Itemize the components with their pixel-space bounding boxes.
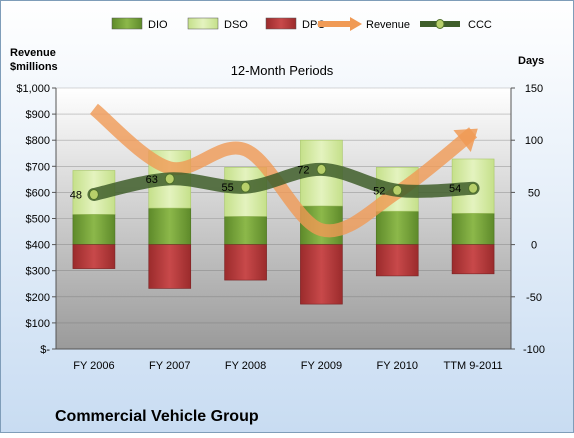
right-tick-label: 150 xyxy=(525,83,543,95)
ccc-label: 55 xyxy=(221,182,233,194)
left-axis-label-line2: $millions xyxy=(10,61,58,73)
left-tick-label: $800 xyxy=(26,135,50,147)
left-tick-label: $700 xyxy=(26,161,50,173)
ccc-marker xyxy=(316,163,327,175)
left-tick-label: $100 xyxy=(26,318,50,330)
bar-dio xyxy=(224,216,267,245)
ccc-label: 48 xyxy=(70,189,82,201)
legend-swatch-dpo xyxy=(265,17,297,30)
ccc-label: 72 xyxy=(297,164,309,176)
legend-swatch-dso xyxy=(187,17,219,30)
revenue-arrowhead xyxy=(453,128,478,153)
ccc-label: 54 xyxy=(449,183,461,195)
x-tick-label: FY 2006 xyxy=(73,360,114,372)
x-tick-label: FY 2010 xyxy=(377,360,418,372)
left-tick-label: $500 xyxy=(26,214,50,226)
left-axis-label-line1: Revenue xyxy=(10,47,56,59)
axes: $- $100 $200 $300 $400 $500 $600 $700 $800 $900 $1… xyxy=(16,83,545,372)
x-tick-label: FY 2009 xyxy=(301,360,342,372)
bar-dpo xyxy=(72,244,116,269)
left-tick-label: $200 xyxy=(26,292,50,304)
x-tick-label: TTM 9-2011 xyxy=(444,360,503,372)
legend-label-dso: DSO xyxy=(224,19,248,31)
bar-dpo xyxy=(300,244,343,305)
left-tick-label: $400 xyxy=(26,240,50,252)
ccc-label: 52 xyxy=(373,185,385,197)
left-tick-label: $600 xyxy=(26,187,50,199)
bar-dpo xyxy=(451,244,495,275)
legend-label-dio: DIO xyxy=(148,19,168,31)
ccc-series: 48 63 55 72 52 54 xyxy=(70,162,480,201)
x-tick-label: FY 2008 xyxy=(225,360,266,372)
legend-marker-ccc xyxy=(435,19,445,29)
company-name: Commercial Vehicle Group xyxy=(55,408,259,425)
bar-dpo xyxy=(375,244,419,277)
bar-dio xyxy=(72,214,116,245)
right-tick-label: 50 xyxy=(528,187,540,199)
right-tick-label: -50 xyxy=(526,292,542,304)
left-tick-label: $1,000 xyxy=(16,83,50,95)
legend-swatch-dio xyxy=(111,17,143,30)
ccc-marker xyxy=(240,181,251,193)
chart-title: 12-Month Periods xyxy=(231,63,334,78)
legend-label-revenue: Revenue xyxy=(366,19,410,31)
bar-dpo xyxy=(224,244,267,281)
bar-dpo xyxy=(148,244,192,289)
left-tick-label: $- xyxy=(40,344,50,356)
ccc-label: 63 xyxy=(146,174,158,186)
ccc-marker xyxy=(392,184,403,196)
x-tick-label: FY 2007 xyxy=(149,360,190,372)
right-tick-label: 0 xyxy=(531,240,537,252)
bar-dio xyxy=(451,212,495,245)
bar-dio xyxy=(148,207,192,245)
legend-arrow-revenue xyxy=(350,17,362,31)
right-tick-label: 100 xyxy=(525,135,543,147)
ccc-marker xyxy=(164,173,175,185)
left-tick-label: $900 xyxy=(26,109,50,121)
left-tick-label: $300 xyxy=(26,266,50,278)
ccc-marker xyxy=(88,188,99,200)
bars xyxy=(72,139,495,305)
right-axis-label: Days xyxy=(518,55,544,67)
legend: DIO DSO DPO Revenue CCC xyxy=(111,17,492,31)
bar-dio xyxy=(375,210,419,245)
right-tick-label: -100 xyxy=(523,344,545,356)
legend-label-ccc: CCC xyxy=(468,19,492,31)
ccc-marker xyxy=(468,182,479,194)
ccc-line xyxy=(87,162,480,201)
